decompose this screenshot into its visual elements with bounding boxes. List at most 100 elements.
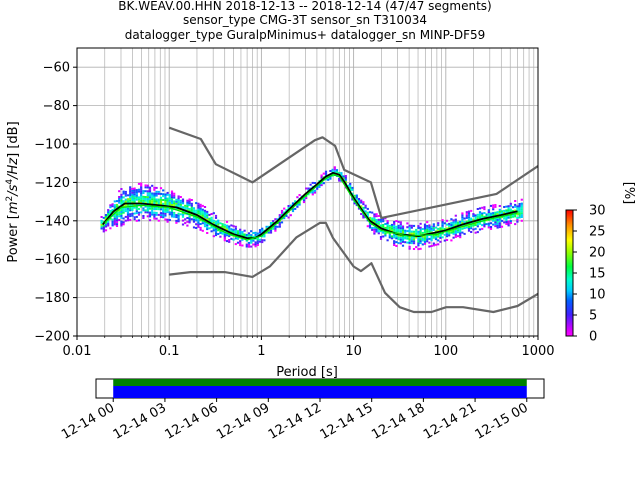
histogram-cell [503, 221, 506, 224]
histogram-cell [173, 200, 176, 203]
histogram-cell [333, 166, 336, 169]
histogram-cell [186, 207, 189, 210]
histogram-cell [252, 243, 255, 246]
histogram-cell [188, 204, 191, 207]
histogram-cell [188, 209, 191, 212]
histogram-cell [179, 203, 182, 206]
histogram-cell [463, 227, 466, 230]
histogram-cell [399, 223, 402, 226]
histogram-cell [430, 227, 433, 230]
histogram-cell [481, 224, 484, 227]
histogram-cell [120, 214, 123, 217]
histogram-cell [461, 222, 464, 224]
histogram-cell [426, 230, 429, 233]
histogram-cell [445, 231, 449, 234]
histogram-cell [417, 248, 420, 251]
histogram-cell [498, 218, 501, 221]
histogram-cell [514, 213, 517, 216]
histogram-cell [109, 210, 112, 212]
histogram-cell [408, 224, 411, 227]
histogram-cell [203, 206, 207, 208]
colorbar-gradient [566, 210, 573, 336]
histogram-cell [142, 190, 145, 193]
histogram-cell [177, 205, 180, 207]
histogram-cell [456, 229, 460, 232]
histogram-cell [122, 209, 125, 212]
histogram-cell [157, 192, 160, 195]
histogram-cell [239, 244, 242, 247]
histogram-cell [175, 214, 178, 217]
histogram-cell [285, 209, 288, 212]
histogram-cell [371, 217, 374, 220]
histogram-cell [309, 183, 312, 186]
histogram-cell [247, 241, 251, 244]
histogram-cell [487, 222, 490, 225]
histogram-cell [412, 232, 416, 235]
histogram-cell [467, 210, 471, 213]
histogram-cell [217, 233, 220, 235]
histogram-cell [212, 219, 215, 222]
histogram-cell [129, 218, 132, 221]
histogram-cell [137, 198, 141, 201]
histogram-cell [261, 229, 264, 232]
histogram-cell [201, 212, 204, 215]
histogram-cell [520, 216, 523, 218]
histogram-cell [375, 213, 378, 216]
timeline-tick-label: 12-14 12 [266, 400, 324, 442]
histogram-cell [498, 222, 501, 225]
histogram-cell [520, 206, 523, 209]
histogram-cell [166, 220, 169, 223]
histogram-cell [428, 245, 431, 248]
histogram-cell [168, 194, 171, 197]
histogram-cell [520, 210, 523, 213]
histogram-cell [258, 229, 262, 232]
histogram-cell [190, 199, 193, 201]
histogram-cell [107, 224, 110, 227]
histogram-cell [514, 205, 517, 208]
histogram-cell [437, 227, 440, 230]
histogram-cell [133, 206, 136, 209]
histogram-cell [432, 223, 435, 226]
histogram-cell [395, 231, 398, 234]
histogram-cell [406, 226, 409, 229]
histogram-cell [135, 192, 138, 195]
histogram-cell [252, 239, 255, 242]
histogram-cell [395, 245, 398, 247]
histogram-cell [412, 240, 416, 243]
histogram-cell [441, 222, 444, 225]
histogram-cell [195, 217, 198, 220]
histogram-cell [377, 220, 380, 223]
histogram-cell [386, 227, 389, 230]
histogram-cell [133, 218, 136, 221]
histogram-cell [393, 228, 396, 231]
histogram-cell [162, 199, 165, 201]
histogram-cell [373, 217, 376, 220]
histogram-cell [124, 198, 127, 201]
histogram-cell [419, 228, 422, 231]
histogram-cell [307, 187, 310, 190]
histogram-cell [401, 225, 405, 228]
histogram-cell [186, 217, 189, 219]
histogram-cell [206, 212, 209, 215]
histogram-cell [151, 202, 154, 205]
histogram-cell [212, 235, 215, 238]
histogram-cell [483, 223, 486, 226]
x-tick-label: 0.1 [159, 344, 180, 359]
histogram-cell [393, 221, 396, 223]
histogram-cell [406, 235, 409, 238]
histogram-cell [516, 220, 519, 223]
histogram-cell [148, 196, 152, 199]
histogram-cell [241, 231, 244, 234]
histogram-cell [327, 178, 330, 181]
histogram-cell [509, 222, 512, 224]
histogram-cell [507, 220, 510, 223]
histogram-cell [206, 222, 209, 225]
histogram-cell [228, 235, 231, 238]
histogram-cell [452, 219, 455, 222]
histogram-cell [474, 216, 477, 219]
histogram-cell [131, 214, 134, 217]
line-mode-psd [104, 174, 518, 241]
histogram-cell [223, 227, 226, 230]
histogram-cell [311, 189, 314, 192]
histogram-cell [252, 232, 255, 234]
